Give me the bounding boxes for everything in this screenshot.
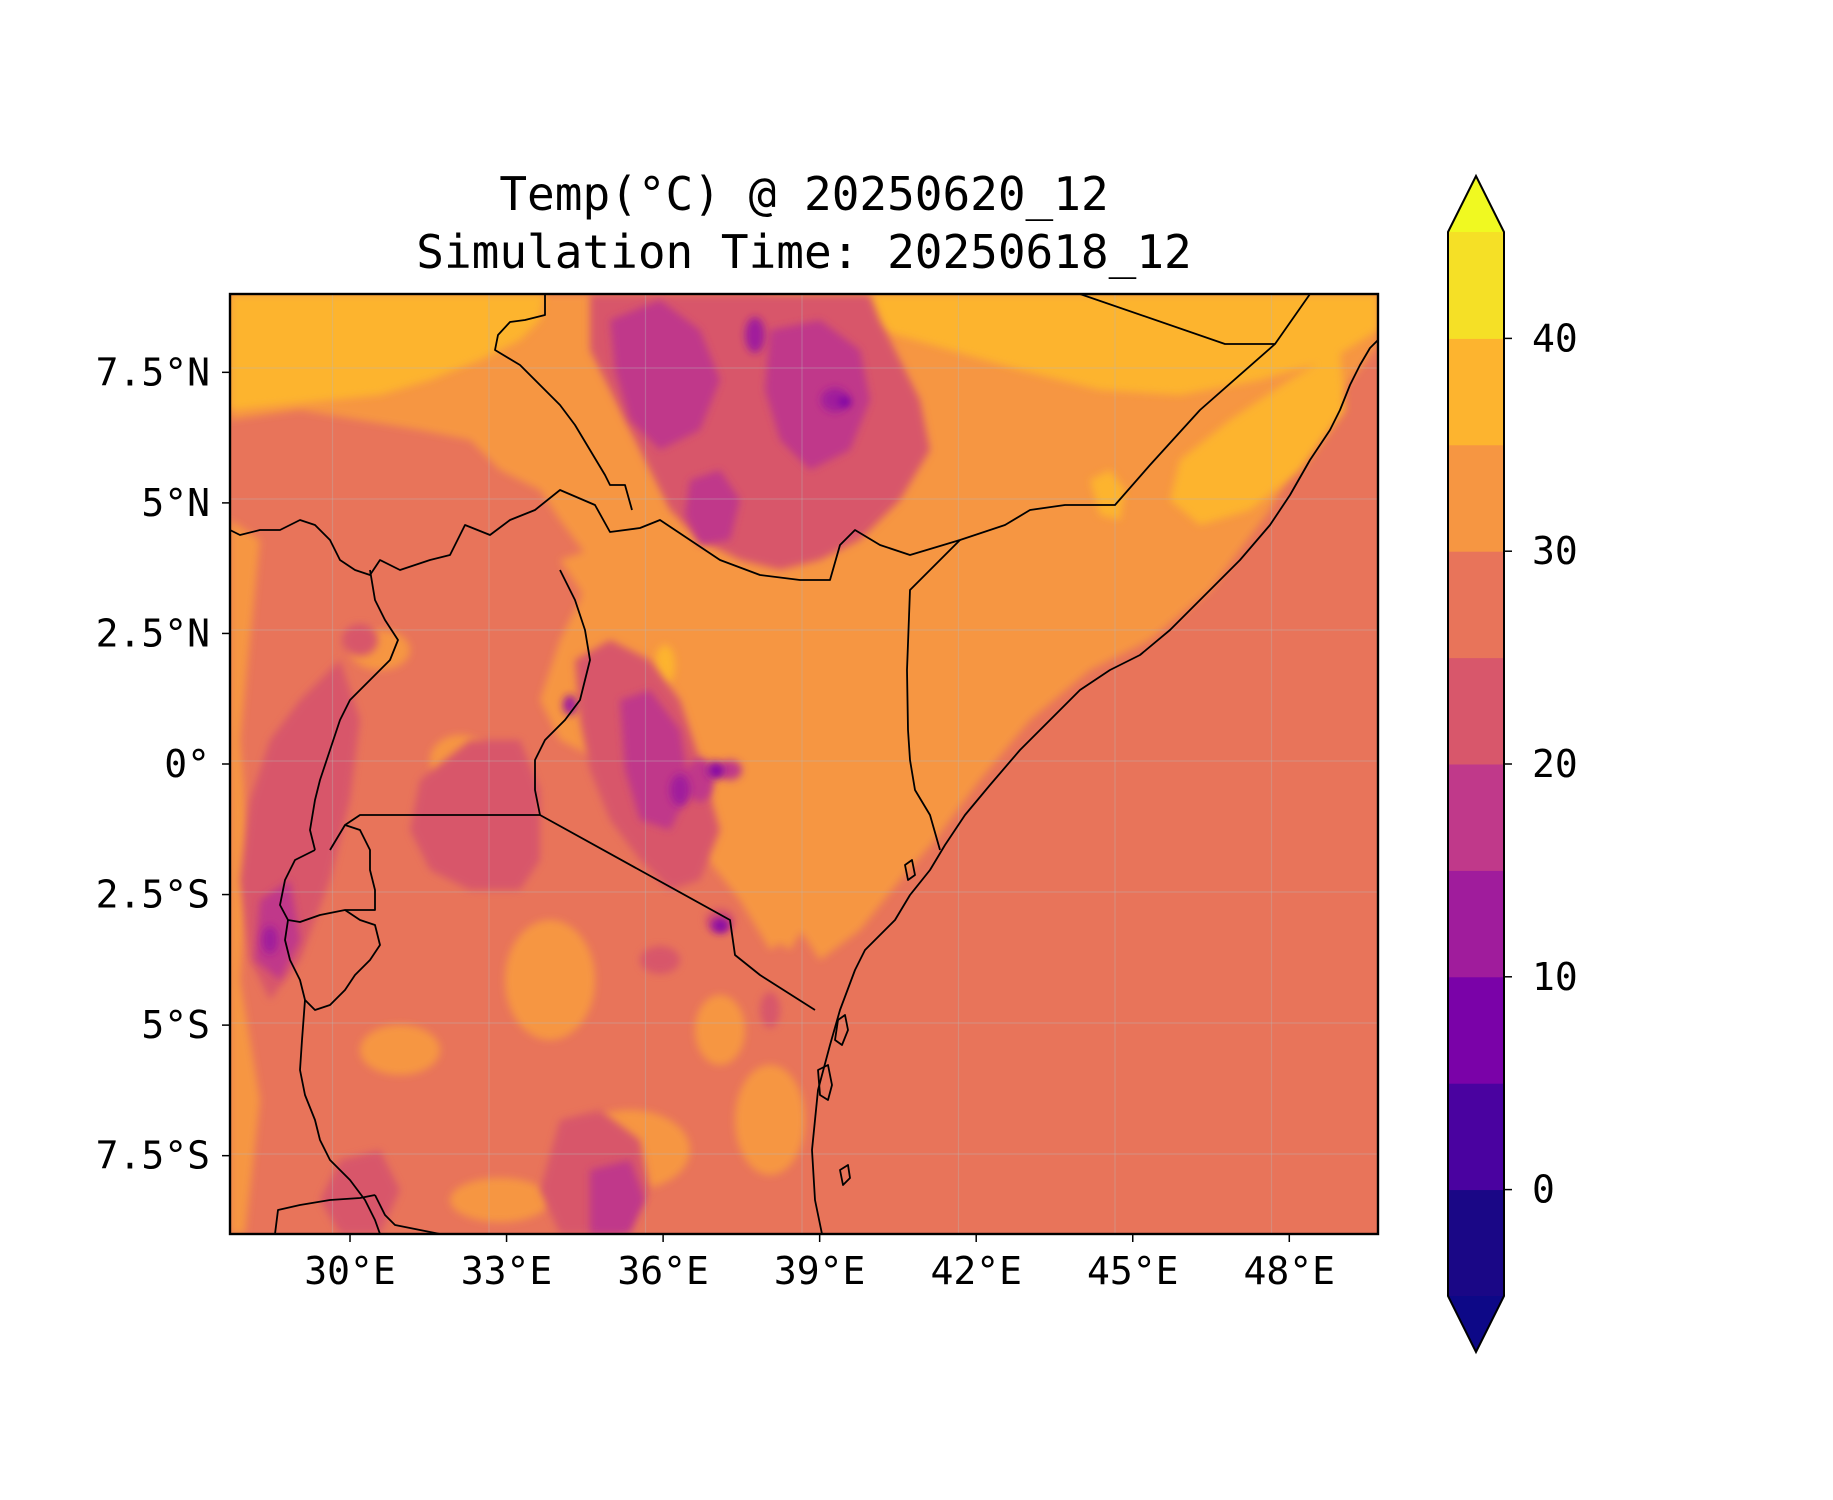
map-area — [230, 294, 1378, 1234]
colorbar-segment — [1448, 551, 1504, 659]
y-tick-label: 7.5°N — [96, 350, 210, 394]
colorbar-segment — [1448, 232, 1504, 339]
colorbar-segment — [1448, 764, 1504, 871]
colorbar-outline — [1447, 173, 1505, 1355]
map-title-line2: Simulation Time: 20250618_12 — [416, 225, 1191, 279]
x-axis-ticks: 30°E 33°E 36°E 39°E 42°E 45°E 48°E — [304, 1234, 1335, 1293]
gridlines — [230, 294, 1378, 1234]
colorbar-segment — [1448, 1189, 1504, 1297]
y-tick-label: 5°S — [141, 1003, 210, 1047]
y-tick-label: 5°N — [141, 481, 210, 525]
somalia-coastline — [811, 339, 1378, 1234]
colorbar-tick-label: 10 — [1532, 955, 1578, 999]
colorbar-segment — [1448, 444, 1504, 552]
x-tick-label: 30°E — [304, 1249, 396, 1293]
colorbar-segment — [1448, 1083, 1504, 1191]
temp-band-15-20 — [255, 300, 870, 1234]
y-tick-label: 2.5°N — [96, 611, 210, 655]
country-boundaries — [230, 294, 1378, 1234]
colorbar-segment — [1448, 657, 1504, 765]
colorbar-tick-label: 20 — [1532, 742, 1578, 786]
x-tick-label: 39°E — [774, 1249, 866, 1293]
x-tick-label: 42°E — [930, 1249, 1022, 1293]
x-tick-label: 45°E — [1087, 1249, 1179, 1293]
map-title-line1: Temp(°C) @ 20250620_12 — [499, 167, 1108, 221]
colorbar-over-triangle — [1448, 176, 1504, 232]
x-tick-label: 48°E — [1244, 1249, 1336, 1293]
colorbar-segment — [1448, 976, 1504, 1084]
colorbar-tick-label: 30 — [1532, 529, 1578, 573]
temp-band-5-10 — [712, 397, 851, 930]
y-tick-label: 7.5°S — [96, 1134, 210, 1178]
y-axis-ticks: 7.5°N 5°N 2.5°N 0° 2.5°S 5°S 7.5°S — [96, 350, 230, 1178]
x-tick-label: 33°E — [461, 1249, 553, 1293]
x-tick-label: 36°E — [617, 1249, 709, 1293]
y-tick-label: 0° — [164, 742, 210, 786]
colorbar-under-triangle — [1448, 1296, 1504, 1352]
colorbar: 0 10 20 30 40 — [1447, 173, 1578, 1355]
colorbar-segment — [1448, 338, 1504, 446]
temp-band-35-40 — [230, 294, 1378, 685]
y-tick-label: 2.5°S — [96, 873, 210, 917]
colorbar-tick-label: 40 — [1532, 316, 1578, 360]
colorbar-segment — [1448, 870, 1504, 978]
colorbar-tick-label: 0 — [1532, 1168, 1555, 1212]
